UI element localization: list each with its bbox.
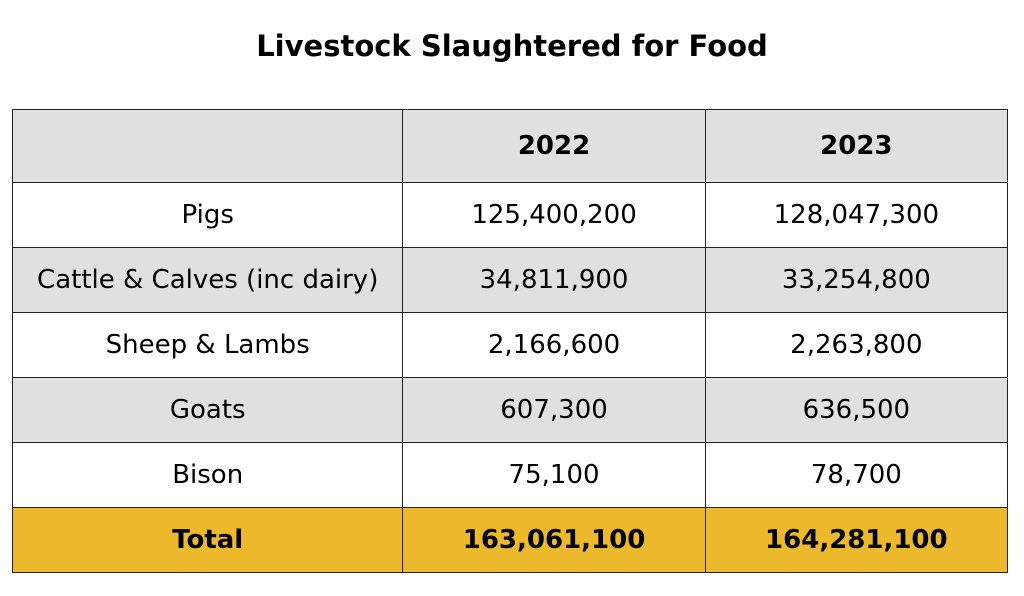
value-cell-2022: 125,400,200 [402, 182, 706, 248]
value-cell-2022: 607,300 [402, 377, 706, 443]
header-cell-2022: 2022 [402, 109, 706, 183]
table-row: Sheep & Lambs 2,166,600 2,263,800 [11, 312, 1009, 378]
value-cell-2022: 75,100 [402, 442, 706, 508]
header-cell-2023: 2023 [704, 109, 1009, 183]
total-value-cell-2022: 163,061,100 [402, 507, 706, 573]
table-row: Goats 607,300 636,500 [11, 377, 1009, 443]
row-label-cell: Cattle & Calves (inc dairy) [11, 247, 404, 313]
row-label-cell: Sheep & Lambs [11, 312, 404, 378]
value-cell-2022: 34,811,900 [402, 247, 706, 313]
table-row: Pigs 125,400,200 128,047,300 [11, 182, 1009, 248]
value-cell-2023: 78,700 [704, 442, 1009, 508]
value-cell-2023: 636,500 [704, 377, 1009, 443]
value-cell-2023: 33,254,800 [704, 247, 1009, 313]
header-cell-empty [11, 109, 404, 183]
total-value-cell-2023: 164,281,100 [704, 507, 1009, 573]
livestock-table: 2022 2023 Pigs 125,400,200 128,047,300 Catt… [11, 109, 1009, 573]
total-label-cell: Total [11, 507, 404, 573]
value-cell-2022: 2,166,600 [402, 312, 706, 378]
row-label-cell: Bison [11, 442, 404, 508]
table-title: Livestock Slaughtered for Food [256, 29, 768, 63]
row-label-cell: Pigs [11, 182, 404, 248]
table-body: Pigs 125,400,200 128,047,300 Cattle & Calve… [11, 182, 1009, 573]
row-label-cell: Goats [11, 377, 404, 443]
table-row: Bison 75,100 78,700 [11, 442, 1009, 508]
table-row: Cattle & Calves (inc dairy) 34,811,900 33,… [11, 247, 1009, 313]
value-cell-2023: 2,263,800 [704, 312, 1009, 378]
total-row: Total 163,061,100 164,281,100 [11, 507, 1009, 573]
header-row: 2022 2023 [11, 109, 1009, 183]
value-cell-2023: 128,047,300 [704, 182, 1009, 248]
